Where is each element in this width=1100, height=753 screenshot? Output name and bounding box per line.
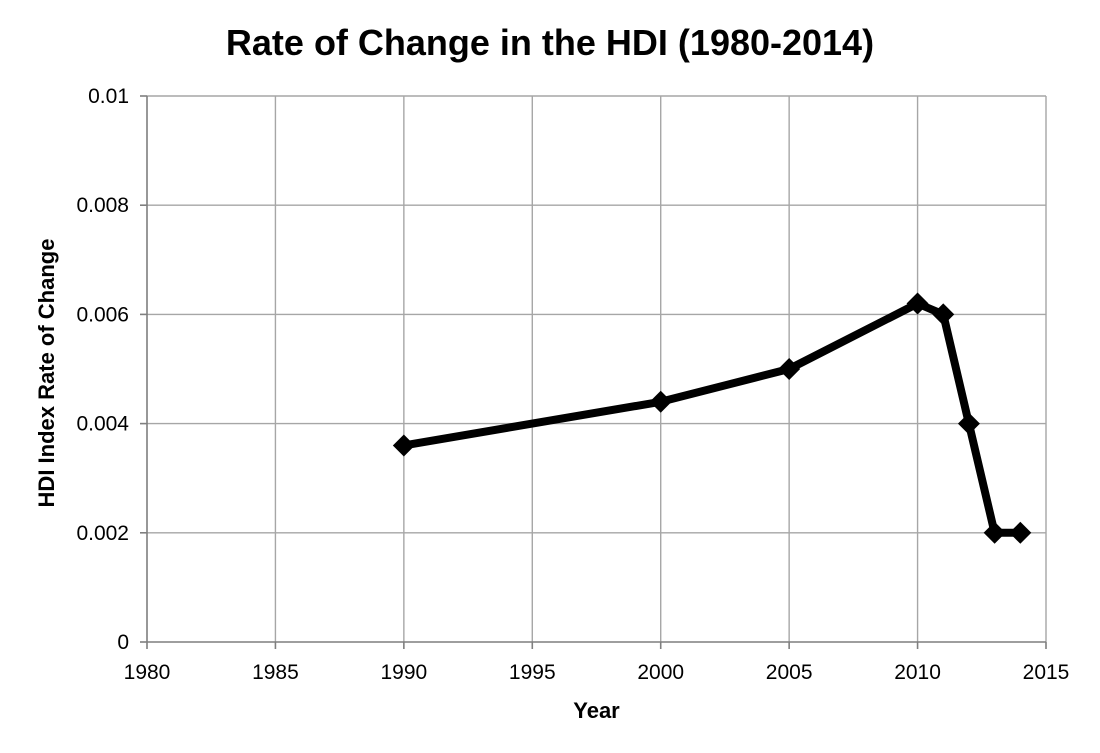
- y-tick-label: 0.008: [76, 194, 129, 217]
- data-point-marker: [392, 434, 415, 457]
- x-tick-label: 2015: [1023, 661, 1070, 684]
- data-point-marker: [906, 292, 929, 315]
- data-point-marker: [932, 303, 955, 326]
- chart-title: Rate of Change in the HDI (1980-2014): [225, 22, 875, 63]
- axes: [140, 95, 1047, 649]
- y-tick-label: 0: [117, 631, 129, 654]
- series-line: [399, 299, 1025, 537]
- series: [392, 292, 1032, 544]
- x-axis-title: Year: [573, 698, 620, 723]
- data-point-marker: [983, 521, 1006, 544]
- y-tick-label: 0.002: [76, 522, 129, 545]
- data-point-marker: [1009, 521, 1032, 544]
- x-tick-label: 1980: [124, 661, 171, 684]
- data-point-marker: [957, 412, 980, 435]
- x-tick-label: 2010: [894, 661, 941, 684]
- y-tick-label: 0.01: [88, 85, 129, 108]
- x-tick-label: 2000: [637, 661, 684, 684]
- x-tick-label: 2005: [766, 661, 813, 684]
- data-point-marker: [649, 390, 672, 413]
- x-tick-label: 1995: [509, 661, 556, 684]
- y-axis-title: HDI Index Rate of Change: [34, 239, 59, 508]
- y-tick-label: 0.004: [76, 413, 129, 436]
- y-tick-label: 0.006: [76, 303, 129, 326]
- x-tick-label: 1990: [380, 661, 427, 684]
- tick-labels: 0 0.002 0.004 0.006 0.008 0.01 1980 1985 1990 199…: [76, 85, 1069, 684]
- x-tick-label: 1985: [252, 661, 299, 684]
- gridlines: [147, 95, 1047, 642]
- data-point-marker: [778, 358, 801, 380]
